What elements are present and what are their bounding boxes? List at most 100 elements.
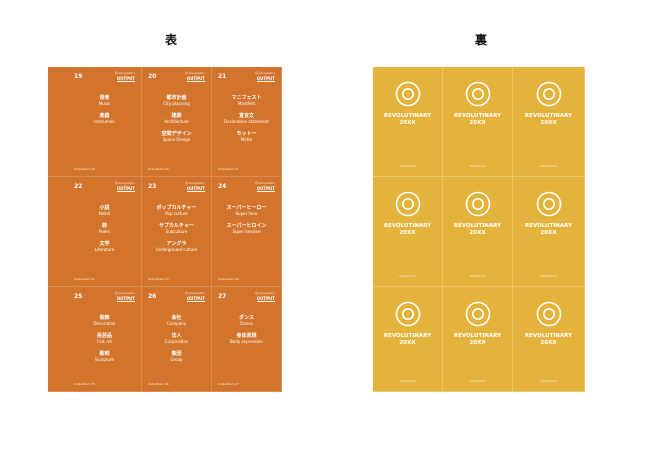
word-english: Dance [240, 321, 253, 326]
card-number: 23 [148, 183, 157, 190]
word-pair: 宣言文 Declaration statement [212, 113, 281, 124]
back-card-footer: OutputCard [540, 274, 557, 278]
word-pair: 詩 Poem [68, 223, 141, 234]
word-pair: 法人 Corporation [142, 333, 211, 344]
word-pair: 音楽 Music [68, 95, 141, 106]
card-number: 20 [148, 73, 157, 80]
card-words: 会社 Company 法人 Corporation 集団 Group [142, 315, 211, 369]
card-brand: 🛈 emuyoshiro [254, 291, 275, 295]
back-card: REVOLUTINARY 20XX OutputCard [513, 177, 585, 287]
back-card-footer: OutputCard [469, 274, 486, 278]
card-footer: OutputCard 21 [218, 167, 239, 171]
word-japanese: スーパーヒーロー [226, 205, 267, 211]
back-title-line2: 20XX [469, 120, 486, 126]
word-pair: 彫刻 Sculpture [68, 351, 141, 362]
ring-o-icon [465, 191, 490, 217]
word-pair: サブカルチャー Subculture [142, 223, 211, 234]
ring-o-icon [395, 301, 420, 327]
back-card-footer: OutputCard [540, 379, 557, 383]
front-card-sheet: 19 🛈 emuyoshiro OUTPUT 音楽 Music 楽器 Instrumen Ou… [48, 67, 282, 392]
back-card: REVOLUTINARY 20XX OutputCard [373, 287, 443, 392]
back-title-line1: REVOLUTINARY [453, 223, 502, 229]
word-pair: 装飾 Decoration [68, 315, 141, 326]
word-japanese: 都市計画 [166, 95, 187, 101]
card-number: 22 [74, 183, 83, 190]
word-english: Nobel [98, 211, 111, 216]
word-english: Super hero [235, 211, 258, 216]
back-title-line2: 20XX [540, 120, 557, 126]
ring-o-icon [395, 191, 420, 217]
card-number: 25 [74, 293, 83, 300]
back-title-line1: REVOLUTINARY [524, 113, 573, 119]
back-title-line2: 20XX [469, 340, 486, 346]
word-english: Group [170, 357, 183, 362]
word-card: 21 🛈 emuyoshiro OUTPUT マニフェスト Manifest 宣言文 Dec… [212, 67, 282, 177]
word-pair: 都市計画 City planning [142, 95, 211, 106]
word-english: Poem [98, 229, 111, 234]
card-category: OUTPUT [186, 186, 205, 192]
word-card: 24 🛈 emuyoshiro OUTPUT スーパーヒーロー Super hero スー… [212, 177, 282, 287]
word-pair: スーパーヒーロー Super hero [212, 205, 281, 216]
card-category: OUTPUT [116, 296, 135, 302]
word-english: Underground culture [155, 247, 198, 252]
word-japanese: 宣言文 [238, 113, 254, 119]
word-english: Pop culture [165, 211, 188, 216]
word-card: 19 🛈 emuyoshiro OUTPUT 音楽 Music 楽器 Instrumen Ou… [48, 67, 142, 177]
word-english: Folk art [97, 339, 112, 344]
word-english: Motto [240, 137, 253, 142]
card-category: OUTPUT [256, 186, 275, 192]
word-pair: アングラ Underground culture [142, 241, 211, 252]
word-pair: モットー Motto [212, 131, 281, 142]
back-card-title: REVOLUTINARY 20XX [373, 333, 442, 347]
card-category: OUTPUT [186, 296, 205, 302]
back-card-title: REVOLUTINARY 20XX [443, 223, 512, 237]
ring-o-icon [536, 81, 561, 107]
word-english: Body expression [230, 339, 263, 344]
card-brand: 🛈 emuyoshiro [254, 181, 275, 185]
word-pair: 民芸品 Folk art [68, 333, 141, 344]
back-card-footer: OutputCard [469, 379, 486, 383]
card-category: OUTPUT [256, 76, 275, 82]
word-pair: 小説 Nobel [68, 205, 141, 216]
front-heading: 表 [165, 33, 178, 47]
back-title-line1: REVOLUTINARY [453, 113, 502, 119]
word-card: 23 🛈 emuyoshiro OUTPUT ポップカルチャー Pop culture サ… [142, 177, 212, 287]
back-title-line2: 20XX [540, 230, 557, 236]
card-words: ダンス Dance 身体表現 Body expression [212, 315, 281, 351]
word-english: Architecture [164, 119, 189, 124]
word-japanese: 彫刻 [99, 351, 110, 357]
word-japanese: 民芸品 [96, 333, 112, 339]
card-words: 都市計画 City planning 建築 Architecture 空間デザイン Spa… [142, 95, 211, 149]
back-title-line2: 20XX [399, 230, 416, 236]
card-brand: 🛈 emuyoshiro [114, 181, 135, 185]
back-card-footer: OutputCard [540, 164, 557, 168]
word-japanese: アングラ [166, 241, 187, 247]
word-japanese: 楽器 [99, 113, 110, 119]
word-english: Sculpture [94, 357, 115, 362]
word-japanese: 文学 [99, 241, 110, 247]
card-footer: OutputCard 27 [218, 382, 239, 386]
back-card: REVOLUTINARY 20XX OutputCard [513, 287, 585, 392]
back-card: REVOLUTINARY 20XX OutputCard [443, 287, 513, 392]
card-words: ポップカルチャー Pop culture サブカルチャー Subculture アングラ… [142, 205, 211, 259]
word-japanese: モットー [236, 131, 257, 137]
word-japanese: ポップカルチャー [156, 205, 197, 211]
card-number: 26 [148, 293, 157, 300]
word-japanese: マニフェスト [231, 95, 262, 101]
word-english: Instrumen [94, 119, 115, 124]
back-card-footer: OutputCard [399, 274, 416, 278]
back-title-line1: REVOLUTINARY [383, 333, 432, 339]
card-footer: OutputCard 26 [148, 382, 169, 386]
ring-o-icon [536, 301, 561, 327]
word-japanese: 空間デザイン [161, 131, 192, 137]
word-card: 27 🛈 emuyoshiro OUTPUT ダンス Dance 身体表現 Body exp… [212, 287, 282, 392]
word-japanese: 装飾 [99, 315, 110, 321]
back-card-title: REVOLUTINARY 20XX [513, 333, 584, 347]
word-english: Corporation [164, 339, 189, 344]
word-pair: スーパーヒロイン Super heroine [212, 223, 281, 234]
card-category: OUTPUT [116, 76, 135, 82]
word-english: Company [166, 321, 187, 326]
back-title-line2: 20XX [469, 230, 486, 236]
back-title-line1: REVOLUTINARY [524, 223, 573, 229]
word-pair: マニフェスト Manifest [212, 95, 281, 106]
